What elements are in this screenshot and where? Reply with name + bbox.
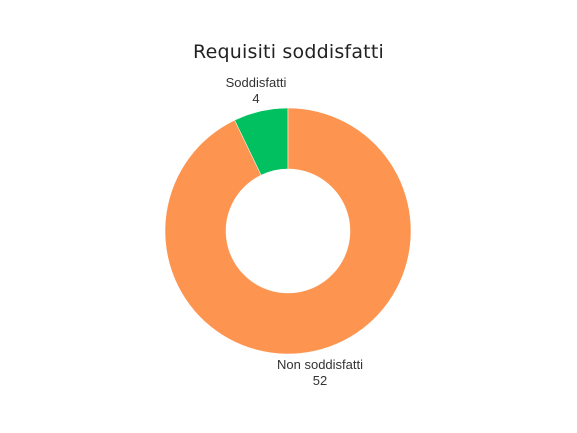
slice-value-1: 52 <box>313 373 327 388</box>
slice-label-0: Soddisfatti <box>226 75 287 90</box>
slice-value-0: 4 <box>252 91 259 106</box>
slice-non-soddisfatti <box>164 107 412 355</box>
slice-label-1: Non soddisfatti <box>277 357 363 372</box>
slices-group <box>164 107 412 355</box>
chart-title: Requisiti soddisfatti <box>193 41 384 63</box>
